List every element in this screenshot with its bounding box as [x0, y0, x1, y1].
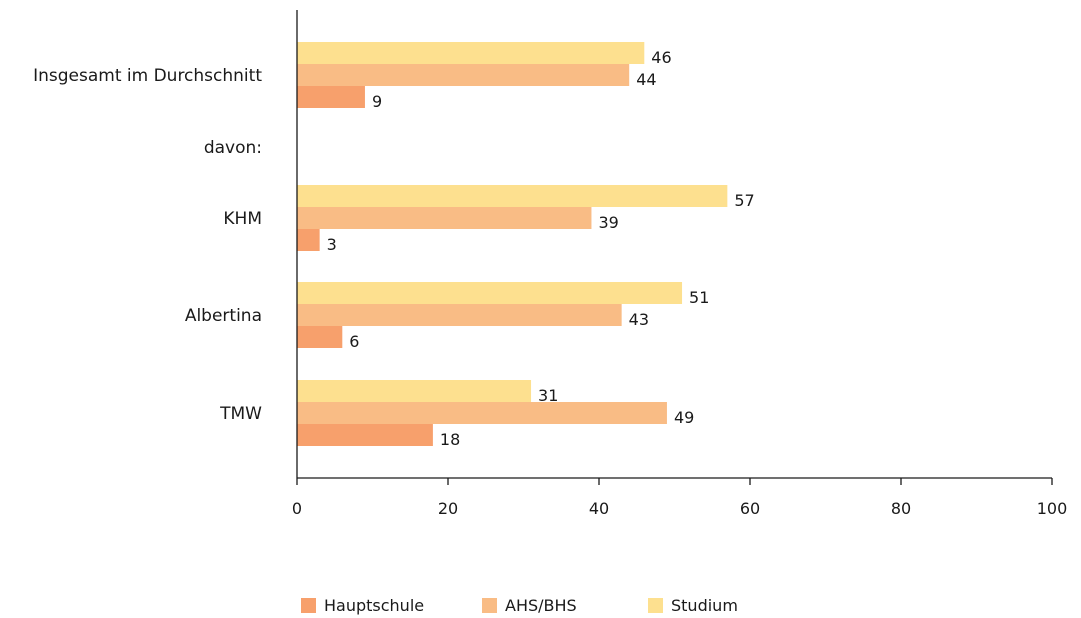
category-label: Albertina — [185, 306, 262, 326]
x-tick-label: 40 — [589, 499, 609, 518]
legend-label: Hauptschule — [324, 596, 424, 615]
x-tick-label: 100 — [1037, 499, 1068, 518]
x-axis-ticks: 0 20 40 60 80 100 — [292, 478, 1067, 518]
category-label: KHM — [223, 209, 262, 229]
data-label: 49 — [674, 408, 694, 427]
x-tick-label: 80 — [891, 499, 911, 518]
data-label: 31 — [538, 386, 558, 405]
bar-studium — [297, 282, 683, 304]
bar-ahs-bhs — [297, 64, 630, 86]
legend-swatch — [301, 598, 316, 613]
x-tick-label: 20 — [438, 499, 458, 518]
legend: Hauptschule AHS/BHS Studium — [301, 596, 738, 615]
x-tick-label: 0 — [292, 499, 302, 518]
bar-studium — [297, 185, 728, 207]
bar-ahs-bhs — [297, 207, 592, 229]
bar-hauptschule — [297, 424, 433, 446]
x-tick-label: 60 — [740, 499, 760, 518]
data-label: 3 — [327, 235, 337, 254]
data-label: 18 — [440, 430, 460, 449]
legend-label: AHS/BHS — [505, 596, 577, 615]
data-label: 6 — [349, 332, 359, 351]
data-label: 46 — [651, 48, 671, 67]
legend-label: Studium — [671, 596, 738, 615]
bar-hauptschule — [297, 229, 320, 251]
data-label: 44 — [636, 70, 656, 89]
bar-studium — [297, 42, 645, 64]
category-label: davon: — [204, 138, 262, 158]
bar-hauptschule — [297, 326, 343, 348]
data-label: 39 — [598, 213, 618, 232]
legend-swatch — [648, 598, 663, 613]
data-label: 43 — [629, 310, 649, 329]
data-label: 9 — [372, 92, 382, 111]
bars-layer — [297, 42, 728, 446]
bar-studium — [297, 380, 532, 402]
bar-ahs-bhs — [297, 402, 667, 424]
bar-ahs-bhs — [297, 304, 622, 326]
labels-layer: Insgesamt im Durchschnitt davon: KHM Albert… — [33, 48, 755, 449]
category-label: TMW — [219, 404, 262, 424]
data-label: 57 — [734, 191, 754, 210]
category-label: Insgesamt im Durchschnitt — [33, 66, 262, 86]
legend-swatch — [482, 598, 497, 613]
data-label: 51 — [689, 288, 709, 307]
bar-hauptschule — [297, 86, 365, 108]
